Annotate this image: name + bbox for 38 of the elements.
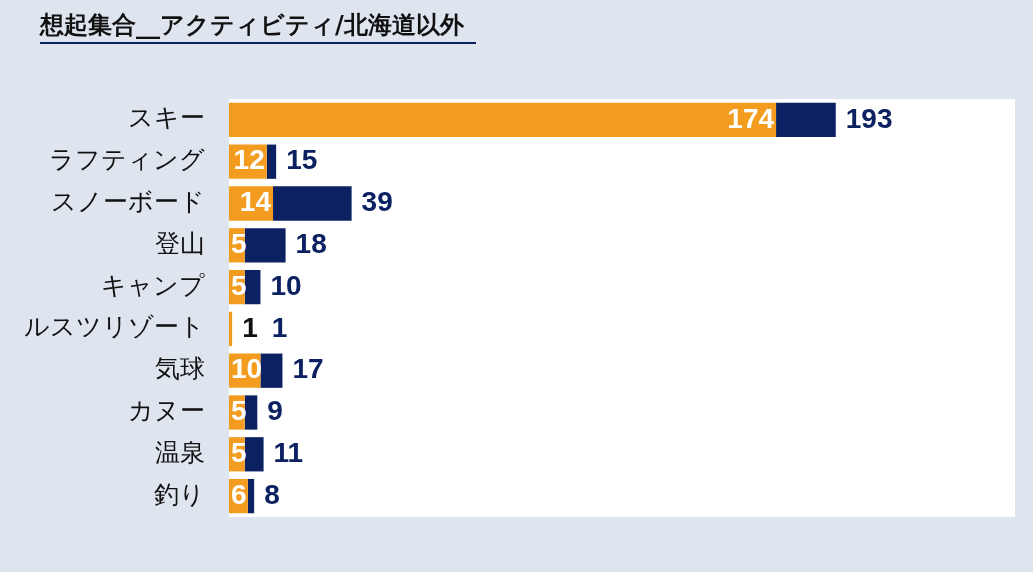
data-label: 12 — [233, 144, 265, 176]
y-tick-label: ルスツリゾート — [24, 312, 205, 342]
y-tick-label: カヌー — [128, 396, 205, 425]
bar — [247, 478, 255, 514]
bar — [244, 228, 286, 263]
bar — [273, 186, 352, 221]
data-label: 1 — [271, 311, 288, 343]
y-tick-label: 温泉 — [155, 437, 205, 467]
total-label: 1 — [242, 311, 258, 343]
total-label: 9 — [267, 395, 283, 427]
y-tick-label: 釣り — [154, 479, 205, 509]
data-label: 6 — [231, 478, 247, 510]
y-tick-label: 気球 — [155, 354, 205, 384]
bar — [776, 102, 836, 138]
total-label: 193 — [845, 102, 893, 134]
data-label: 14 — [239, 186, 272, 218]
data-label: 10 — [231, 353, 263, 385]
total-label: 11 — [273, 437, 304, 469]
bar — [229, 102, 777, 138]
bar — [229, 311, 233, 347]
y-tick-label: キャンプ — [101, 270, 205, 300]
bar — [260, 353, 283, 388]
chart-title: 想起集合__アクティビティ/北海道以外 — [40, 8, 476, 44]
total-label: 39 — [361, 186, 393, 218]
y-tick-label: ラフティング — [49, 145, 205, 175]
total-label: 8 — [264, 478, 280, 510]
total-label: 15 — [286, 144, 318, 176]
y-tick-label: 登山 — [155, 228, 205, 258]
y-tick-label: スキー — [128, 103, 205, 133]
bar — [266, 144, 277, 179]
total-label: 10 — [270, 269, 302, 301]
data-label: 174 — [727, 102, 775, 134]
total-label: 17 — [292, 353, 324, 385]
bar — [244, 269, 261, 305]
bar — [244, 437, 264, 472]
total-label: 18 — [295, 228, 327, 260]
y-tick-label: スノーボード — [51, 187, 205, 216]
bar — [244, 395, 258, 430]
